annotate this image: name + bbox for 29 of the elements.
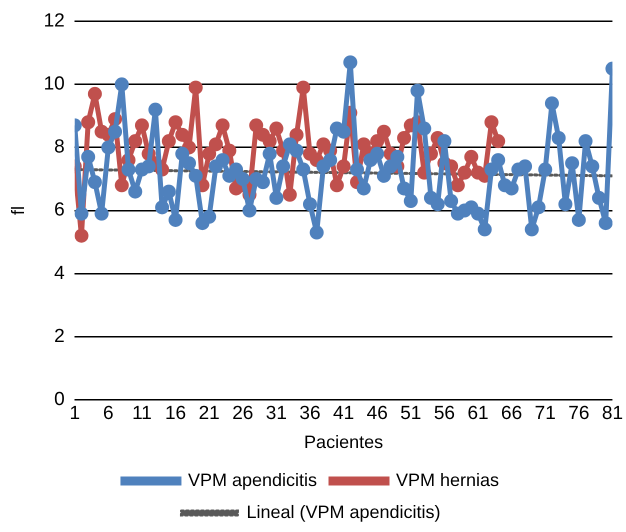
x-tick-label: 66 [501, 403, 522, 424]
legend-label: Lineal (VPM apendicitis) [246, 502, 441, 522]
x-tick-label: 46 [366, 403, 388, 424]
x-tick-label: 1 [69, 403, 80, 424]
legend-label: VPM hernias [396, 470, 500, 490]
x-tick-label: 21 [198, 403, 220, 424]
x-tick-label: 26 [232, 403, 254, 424]
y-tick-label: 4 [54, 262, 66, 284]
x-tick-label: 41 [333, 403, 354, 424]
x-tick-label: 81 [602, 403, 624, 424]
y-tick-label: 8 [54, 136, 65, 158]
y-tick-label: 12 [44, 10, 65, 32]
x-axis-title: Pacientes [304, 432, 384, 452]
x-tick-label: 36 [299, 403, 321, 424]
x-tick-label: 61 [467, 403, 489, 424]
legend-label: VPM apendicitis [188, 470, 318, 490]
x-tick-label: 56 [434, 403, 455, 424]
x-tick-label: 16 [164, 403, 186, 424]
y-axis-title: fl [8, 206, 28, 215]
y-tick-label: 6 [54, 200, 65, 221]
x-tick-label: 31 [266, 403, 287, 424]
y-tick-label: 0 [54, 388, 65, 410]
y-tick-label: 10 [44, 74, 65, 95]
x-tick-label: 51 [400, 403, 422, 424]
x-tick-label: 6 [103, 403, 114, 424]
x-tick-label: 71 [534, 403, 556, 424]
x-tick-label: 76 [568, 403, 590, 424]
y-tick-label: 2 [54, 326, 65, 347]
x-tick-label: 11 [132, 403, 152, 424]
